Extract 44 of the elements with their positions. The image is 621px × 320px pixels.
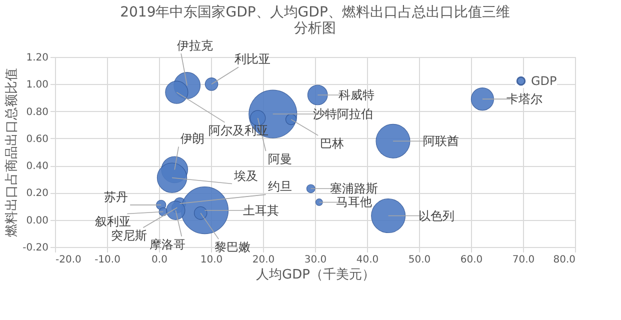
annotation: 阿曼 <box>268 152 292 166</box>
annotation: 马耳他 <box>336 195 372 210</box>
x-tick-label: 10.0 <box>200 254 223 266</box>
annotation: 沙特阿拉伯 <box>312 107 373 121</box>
y-tick-label: 0.60 <box>26 134 48 145</box>
x-tick-label: 20.0 <box>252 254 275 266</box>
annotation: 黎巴嫩 <box>214 240 251 254</box>
x-tick-label: 50.0 <box>408 254 431 266</box>
annotation: 利比亚 <box>234 52 271 66</box>
annotation: 卡塔尔 <box>506 92 542 106</box>
x-tick-label: 30.0 <box>304 254 327 266</box>
x-tick-label: 70.0 <box>512 254 535 266</box>
x-tick-label: 0.0 <box>152 254 168 266</box>
y-tick-label: 0.40 <box>26 161 48 172</box>
x-tick-label: 60.0 <box>460 254 483 266</box>
annotation: 阿尔及利亚 <box>208 123 269 138</box>
annotation: 巴林 <box>320 136 344 150</box>
x-tick-label: -20.0 <box>56 254 82 266</box>
annotation: 苏丹 <box>104 190 128 204</box>
annotation: 突尼斯 <box>111 228 148 243</box>
x-tick-label: 40.0 <box>356 254 379 266</box>
chart-title: 2019年中东国家GDP、人均GDP、燃料出口占总出口比值三维分析图 <box>120 4 510 36</box>
legend-label: GDP <box>531 74 557 88</box>
annotation: 约旦 <box>268 180 292 194</box>
annotation: 以色列 <box>418 208 454 223</box>
annotation: 科威特 <box>338 88 375 102</box>
annotation: 埃及 <box>233 168 258 183</box>
annotation: 阿联酋 <box>423 134 459 148</box>
y-tick-label: 1.00 <box>26 80 48 91</box>
y-tick-label: 1.20 <box>26 52 48 64</box>
y-tick-label: 0.20 <box>26 188 48 200</box>
annotation: 土耳其 <box>242 203 279 218</box>
annotation: 叙利亚 <box>95 214 132 229</box>
y-axis-title: 燃料出口占商品出口总额比值 <box>4 68 20 237</box>
x-tick-label: -10.0 <box>94 254 120 266</box>
y-tick-label: -0.20 <box>22 242 48 254</box>
annotation: 塞浦路斯 <box>330 182 378 196</box>
y-tick-label: 0.00 <box>26 215 48 226</box>
annotation: 摩洛哥 <box>150 237 186 252</box>
x-tick-label: 80.0 <box>553 254 576 266</box>
x-axis-title: 人均GDP（千美元） <box>256 266 375 282</box>
annotation: 伊朗 <box>180 132 205 146</box>
annotation: 伊拉克 <box>177 38 214 52</box>
y-tick-label: 0.80 <box>26 106 48 118</box>
